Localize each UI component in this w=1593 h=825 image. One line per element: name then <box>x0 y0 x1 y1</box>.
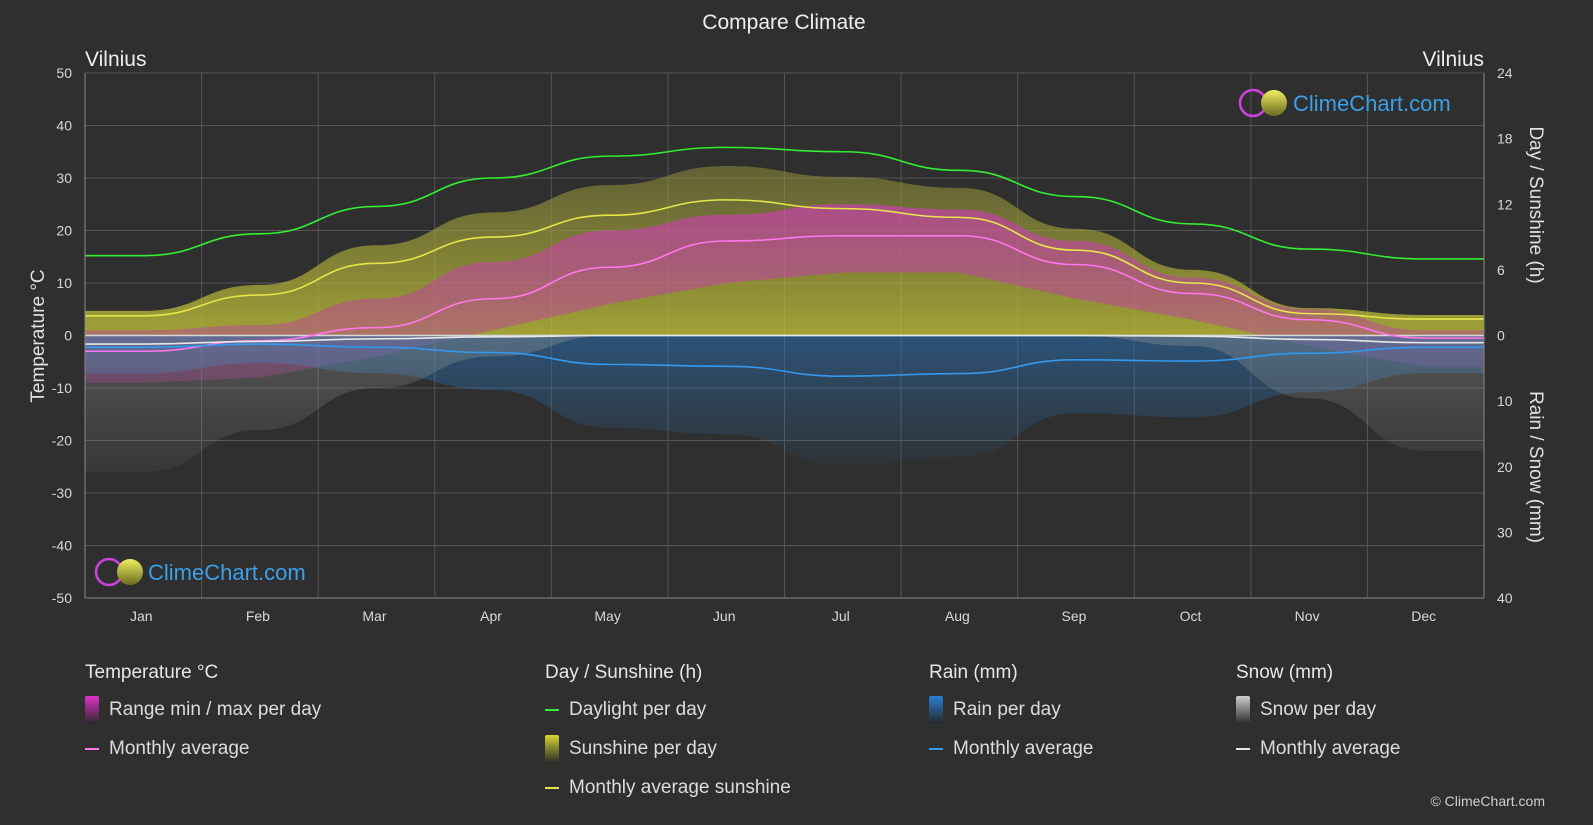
legend-label: Monthly average <box>1260 738 1401 759</box>
legend-snow: Snow (mm) Snow per day Monthly average <box>1236 662 1400 776</box>
right-top-tick-label: 12 <box>1497 196 1513 212</box>
copyright: © ClimeChart.com <box>1430 793 1545 809</box>
legend-item: Snow per day <box>1236 696 1400 724</box>
month-tick-label: Feb <box>246 608 270 624</box>
watermark-text-top: ClimeChart.com <box>1293 91 1451 116</box>
month-tick-label: May <box>594 608 620 624</box>
right-top-tick-label: 0 <box>1497 328 1505 344</box>
month-tick-label: Oct <box>1180 608 1202 624</box>
month-tick-label: Mar <box>362 608 386 624</box>
right-axis-title-top: Day / Sunshine (h) <box>1525 126 1546 283</box>
month-tick-label: Apr <box>480 608 502 624</box>
month-tick-label: Jun <box>713 608 736 624</box>
left-tick-label: 0 <box>64 328 72 344</box>
month-tick-label: Nov <box>1295 608 1320 624</box>
legend-item: Monthly average <box>85 737 321 761</box>
left-tick-label: 30 <box>56 170 72 186</box>
legend-header: Day / Sunshine (h) <box>545 662 703 683</box>
legend-label: Monthly average sunshine <box>569 777 791 798</box>
legend-line-swatch <box>1236 748 1250 750</box>
right-bottom-tick-label: 40 <box>1497 590 1513 606</box>
legend-label: Sunshine per day <box>569 738 717 759</box>
left-tick-label: -40 <box>52 538 72 554</box>
month-tick-label: Jan <box>130 608 153 624</box>
snow-area <box>85 335 1484 472</box>
legend-label: Monthly average <box>953 738 1094 759</box>
legend-rain: Rain (mm) Rain per day Monthly average <box>929 662 1093 776</box>
month-tick-label: Sep <box>1061 608 1086 624</box>
right-top-tick-label: 24 <box>1497 65 1513 81</box>
left-tick-label: -10 <box>52 380 72 396</box>
legend-label: Monthly average <box>109 738 250 759</box>
legend-box-swatch <box>1236 696 1250 724</box>
right-bottom-tick-label: 20 <box>1497 459 1513 475</box>
legend-label: Snow per day <box>1260 699 1377 720</box>
left-tick-label: 20 <box>56 223 72 239</box>
legend-item: Range min / max per day <box>85 696 322 724</box>
left-tick-label: 50 <box>56 65 72 81</box>
month-tick-label: Aug <box>945 608 970 624</box>
month-tick-label: Dec <box>1411 608 1436 624</box>
right-axis-title-bottom: Rain / Snow (mm) <box>1525 391 1546 543</box>
legend-label: Rain per day <box>953 699 1061 720</box>
legend-line-swatch <box>929 748 943 750</box>
right-top-tick-label: 6 <box>1497 262 1505 278</box>
legend-temperature: Temperature °C Range min / max per day Mon… <box>85 662 321 776</box>
left-tick-label: 10 <box>56 275 72 291</box>
right-location-label: Vilnius <box>1423 48 1484 71</box>
logo-sun-icon <box>1261 90 1287 116</box>
left-tick-label: 40 <box>56 118 72 134</box>
legend-label: Range min / max per day <box>109 699 322 720</box>
legend-item: Monthly average <box>929 737 1093 761</box>
legend-line-swatch <box>545 709 559 711</box>
temperature-average-line <box>85 234 1484 353</box>
legend-item: Rain per day <box>929 696 1093 724</box>
climate-chart: Compare Climate Vilnius Vilnius 50 40 30 20… <box>28 11 1546 624</box>
legend-box-swatch <box>545 735 559 763</box>
legend-header: Snow (mm) <box>1236 662 1334 683</box>
legend-item: Sunshine per day <box>545 735 791 763</box>
watermark-bottom: ClimeChart.com <box>94 557 306 587</box>
data-lines <box>84 146 1484 377</box>
left-tick-label: -30 <box>52 485 72 501</box>
snow-average-line <box>84 334 1484 345</box>
legend-box-swatch <box>85 696 99 724</box>
logo-sun-icon <box>117 559 143 585</box>
legend-item: Daylight per day <box>545 698 791 722</box>
rain-average-line <box>85 343 1484 377</box>
right-top-tick-label: 18 <box>1497 131 1513 147</box>
legend-header: Rain (mm) <box>929 662 1018 683</box>
chart-title: Compare Climate <box>702 11 865 34</box>
left-tick-label: -20 <box>52 433 72 449</box>
legend-line-swatch <box>545 787 559 789</box>
watermark-top: ClimeChart.com <box>1238 88 1451 118</box>
right-bottom-tick-label: 30 <box>1497 524 1513 540</box>
watermark-text-bottom: ClimeChart.com <box>148 560 306 585</box>
axes: 50 40 30 20 10 0 -10 -20 -30 -40 -50 24 18 12 6 0 10 20 30… <box>52 65 1513 624</box>
legend-item: Monthly average sunshine <box>545 776 791 800</box>
sunshine-average-line <box>85 199 1484 320</box>
month-tick-label: Jul <box>832 608 850 624</box>
legend-item: Monthly average <box>1236 737 1400 761</box>
left-tick-label: -50 <box>52 590 72 606</box>
left-location-label: Vilnius <box>85 48 146 71</box>
left-axis-title: Temperature °C <box>28 269 49 402</box>
legend-box-swatch <box>929 696 943 724</box>
legend-label: Daylight per day <box>569 699 707 720</box>
right-bottom-tick-label: 10 <box>1497 393 1513 409</box>
data-areas <box>85 165 1484 472</box>
legend-line-swatch <box>85 748 99 750</box>
daylight-line <box>85 146 1484 260</box>
legend-sunshine: Day / Sunshine (h) Daylight per day Sunshi… <box>545 662 791 815</box>
legend-header: Temperature °C <box>85 662 219 683</box>
